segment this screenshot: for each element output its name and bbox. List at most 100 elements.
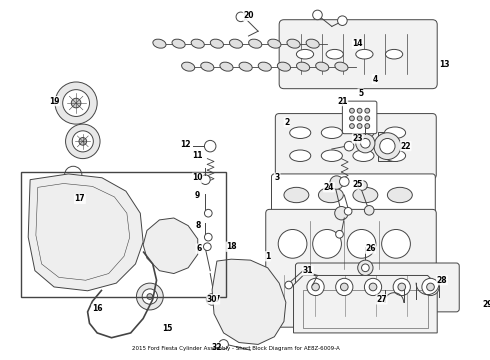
FancyBboxPatch shape bbox=[271, 174, 435, 216]
Ellipse shape bbox=[290, 150, 311, 162]
Circle shape bbox=[380, 139, 395, 154]
Circle shape bbox=[335, 207, 348, 220]
Circle shape bbox=[358, 260, 373, 275]
Circle shape bbox=[365, 206, 374, 215]
Ellipse shape bbox=[296, 49, 314, 59]
Circle shape bbox=[344, 207, 352, 215]
Ellipse shape bbox=[172, 39, 185, 48]
Polygon shape bbox=[294, 275, 437, 333]
Circle shape bbox=[349, 116, 354, 121]
Circle shape bbox=[71, 222, 101, 252]
Circle shape bbox=[361, 139, 370, 148]
Polygon shape bbox=[212, 259, 286, 345]
FancyBboxPatch shape bbox=[295, 263, 459, 312]
Circle shape bbox=[422, 278, 439, 296]
Ellipse shape bbox=[353, 187, 378, 203]
Circle shape bbox=[427, 283, 434, 291]
Ellipse shape bbox=[290, 127, 311, 139]
Circle shape bbox=[313, 229, 342, 258]
Text: 3: 3 bbox=[274, 173, 280, 182]
Circle shape bbox=[278, 229, 307, 258]
Circle shape bbox=[369, 283, 377, 291]
Text: 16: 16 bbox=[92, 305, 102, 314]
Ellipse shape bbox=[277, 62, 291, 71]
Ellipse shape bbox=[201, 62, 214, 71]
Text: 11: 11 bbox=[193, 151, 203, 160]
Text: 4: 4 bbox=[372, 75, 378, 84]
FancyBboxPatch shape bbox=[343, 101, 377, 134]
Circle shape bbox=[157, 231, 187, 262]
Text: 31: 31 bbox=[303, 266, 313, 275]
Bar bbox=[21, 172, 226, 297]
Circle shape bbox=[362, 264, 369, 272]
Text: 12: 12 bbox=[180, 140, 191, 149]
Circle shape bbox=[204, 233, 212, 241]
Text: 26: 26 bbox=[365, 244, 375, 253]
Circle shape bbox=[357, 116, 362, 121]
Text: 2015 Ford Fiesta Cylinder Assembly - Short Block Diagram for AE8Z-6009-A: 2015 Ford Fiesta Cylinder Assembly - Sho… bbox=[132, 346, 340, 351]
Ellipse shape bbox=[153, 39, 166, 48]
Circle shape bbox=[227, 281, 270, 323]
Circle shape bbox=[219, 339, 228, 349]
Circle shape bbox=[344, 141, 354, 151]
Text: 32: 32 bbox=[212, 343, 222, 352]
Circle shape bbox=[204, 140, 216, 152]
Text: 25: 25 bbox=[352, 180, 363, 189]
Circle shape bbox=[63, 90, 90, 116]
Circle shape bbox=[341, 283, 348, 291]
Circle shape bbox=[285, 281, 293, 289]
Circle shape bbox=[365, 116, 369, 121]
Circle shape bbox=[147, 294, 153, 300]
Circle shape bbox=[336, 230, 343, 238]
Ellipse shape bbox=[239, 62, 252, 71]
Circle shape bbox=[357, 123, 362, 129]
Text: 21: 21 bbox=[337, 96, 347, 105]
Text: 23: 23 bbox=[352, 134, 363, 143]
Ellipse shape bbox=[326, 49, 343, 59]
Circle shape bbox=[313, 10, 322, 20]
FancyBboxPatch shape bbox=[266, 210, 436, 327]
Ellipse shape bbox=[385, 127, 406, 139]
Text: 29: 29 bbox=[483, 300, 490, 309]
Text: 1: 1 bbox=[265, 252, 270, 261]
Text: 2: 2 bbox=[284, 118, 290, 127]
Ellipse shape bbox=[386, 49, 403, 59]
FancyBboxPatch shape bbox=[279, 20, 437, 89]
Circle shape bbox=[347, 229, 376, 258]
Text: 6: 6 bbox=[196, 244, 201, 253]
Ellipse shape bbox=[284, 187, 309, 203]
Ellipse shape bbox=[258, 62, 271, 71]
Ellipse shape bbox=[385, 150, 406, 162]
Circle shape bbox=[393, 278, 411, 296]
Circle shape bbox=[336, 278, 353, 296]
Text: 24: 24 bbox=[324, 183, 334, 192]
Circle shape bbox=[398, 283, 406, 291]
Text: 28: 28 bbox=[437, 276, 447, 285]
Circle shape bbox=[55, 82, 97, 124]
Text: 19: 19 bbox=[49, 96, 59, 105]
Circle shape bbox=[79, 138, 87, 145]
Circle shape bbox=[307, 278, 324, 296]
Text: 30: 30 bbox=[207, 295, 218, 304]
Ellipse shape bbox=[248, 39, 262, 48]
Circle shape bbox=[136, 283, 163, 310]
Ellipse shape bbox=[353, 150, 374, 162]
Circle shape bbox=[330, 176, 343, 189]
Circle shape bbox=[204, 210, 212, 217]
Circle shape bbox=[164, 239, 179, 255]
Ellipse shape bbox=[316, 62, 329, 71]
Ellipse shape bbox=[306, 39, 319, 48]
Ellipse shape bbox=[182, 62, 195, 71]
Circle shape bbox=[142, 289, 157, 304]
Circle shape bbox=[72, 191, 84, 203]
Circle shape bbox=[358, 181, 368, 190]
Text: 22: 22 bbox=[400, 141, 411, 150]
Ellipse shape bbox=[296, 62, 310, 71]
Text: 20: 20 bbox=[243, 12, 254, 21]
Text: 17: 17 bbox=[74, 194, 85, 203]
FancyBboxPatch shape bbox=[275, 114, 436, 179]
Text: 7: 7 bbox=[214, 295, 220, 304]
Polygon shape bbox=[143, 218, 198, 274]
Circle shape bbox=[236, 290, 261, 315]
Circle shape bbox=[349, 123, 354, 129]
